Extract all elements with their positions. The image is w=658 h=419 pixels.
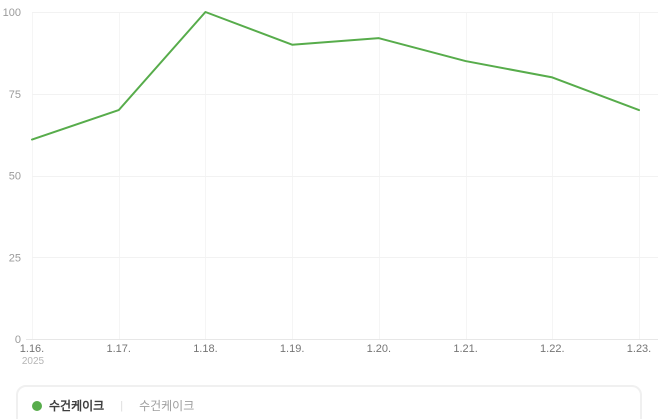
legend-panel: 수건케이크 | 수건케이크 [16, 385, 642, 419]
legend-series-label-secondary[interactable]: 수건케이크 [139, 399, 195, 413]
legend-series-label[interactable]: 수건케이크 [49, 399, 105, 413]
series-line-수건케이크[interactable] [31, 11, 640, 141]
x-tick-label: 1.16. [20, 343, 44, 355]
x-tick-label: 1.18. [193, 343, 217, 355]
y-tick-label: 50 [9, 171, 21, 183]
x-tick-label: 1.23. [627, 343, 651, 355]
series-color-dot-icon [32, 401, 42, 411]
x-tick-label: 1.17. [106, 343, 130, 355]
x-axis-year-label: 2025 [22, 356, 45, 367]
trend-line-chart: 0 25 50 75 100 1.16. 2025 1.17. 1.18. 1.19. 1.20. 1… [3, 7, 658, 367]
chart-canvas: 0 25 50 75 100 1.16.2025 1.17. 1.18. 1.19. 1.20. 1… [3, 7, 658, 367]
y-tick-label: 25 [9, 252, 21, 264]
legend-row: 수건케이크 | 수건케이크 [32, 399, 194, 413]
legend-divider: | [120, 400, 124, 412]
x-tick-label: 1.20. [367, 343, 391, 355]
x-tick-label: 1.22. [540, 343, 564, 355]
x-tick-label: 1.21. [453, 343, 477, 355]
x-tick-label: 1.19. [280, 343, 304, 355]
y-tick-label: 100 [3, 7, 21, 19]
y-tick-label: 0 [15, 334, 21, 346]
y-tick-label: 75 [9, 89, 21, 101]
